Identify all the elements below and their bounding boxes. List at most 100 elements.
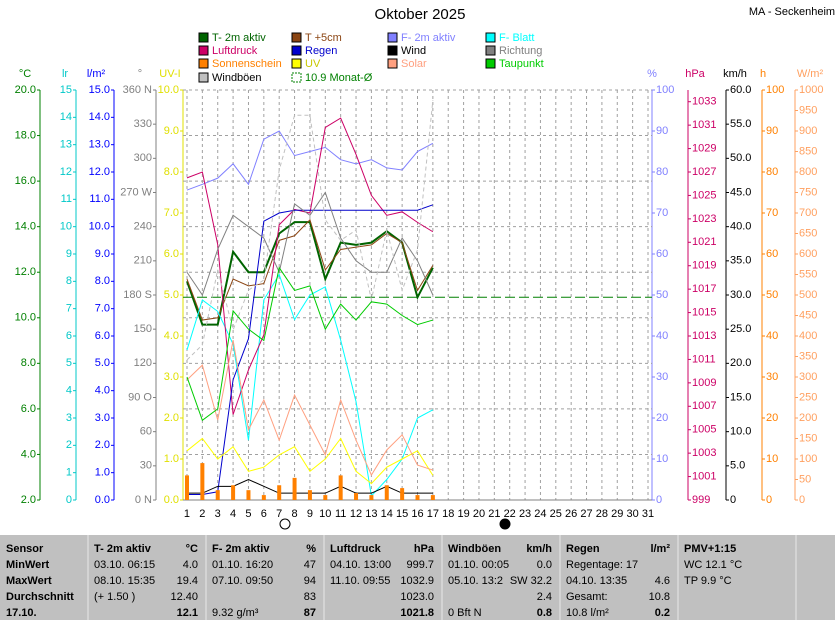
x-tick-label: 18 [442,508,454,520]
y-tick-label: 120 [134,357,152,369]
y-tick-label: 10.0 [89,221,110,233]
y-tick-label: 20.0 [15,84,36,96]
y-tick-label: 5.0 [95,357,110,369]
table-cell: 0.0 [537,559,552,571]
y-tick-label: 1023 [692,213,716,225]
y-tick-label: 1.0 [164,453,179,465]
y-tick-label: 210 [134,255,152,267]
table-cell: 2.4 [537,591,552,603]
table-cell: TP 9.9 °C [684,575,732,587]
table-cell: 47 [304,559,316,571]
y-tick-label: 50 [799,473,811,485]
table-cell: 19.4 [177,575,198,587]
table-cell: MaxWert [6,575,52,587]
y-tick-label: 20.0 [730,357,751,369]
y-tick-label: 250 [799,391,817,403]
table-cell: T- 2m aktiv [94,543,152,555]
y-tick-label: 10.0 [15,312,36,324]
y-tick-label: 80 [656,166,668,178]
x-tick-label: 14 [381,508,393,520]
legend-swatch [198,45,209,56]
y-tick-label: 70 [766,207,778,219]
y-tick-label: 40 [656,330,668,342]
y-tick-label: 400 [799,330,817,342]
y-tick-label: 450 [799,309,817,321]
x-tick-label: 20 [473,508,485,520]
y-tick-label: 15.0 [89,84,110,96]
x-tick-label: 21 [488,508,500,520]
axis-title: UV-I [159,68,180,80]
table-cell: 12.40 [170,591,198,603]
bar [215,490,220,500]
legend-swatch [291,72,302,83]
bar [323,495,328,500]
x-tick-label: 10 [319,508,331,520]
y-tick-label: 50.0 [730,152,751,164]
x-tick-label: 2 [199,508,205,520]
y-tick-label: 1021 [692,236,716,248]
table-cell: 04.10. 13:35 [566,575,627,587]
legend-label: Wind [401,45,426,57]
y-tick-label: 1 [66,467,72,479]
legend-label: T +5cm [305,32,342,44]
y-tick-label: 360 N [123,84,152,96]
table-cell: 1021.8 [400,607,434,619]
x-tick-label: 1 [184,508,190,520]
table-cell: 0.2 [655,607,670,619]
x-tick-label: 12 [350,508,362,520]
y-tick-label: 14.0 [89,111,110,123]
table-cell: 01.10. 16:20 [212,559,273,571]
y-tick-label: 6 [66,330,72,342]
y-tick-label: 300 [799,371,817,383]
y-tick-label: 800 [799,166,817,178]
y-tick-label: 4.0 [21,448,36,460]
bar [246,490,251,500]
y-tick-label: 35.0 [730,255,751,267]
table-cell: 12.1 [177,607,198,619]
y-tick-label: 1003 [692,447,716,459]
series-line [186,130,434,191]
axis-title: l/m² [87,68,106,80]
table-cell: 17.10. [6,607,37,619]
bar [400,488,405,500]
y-tick-label: 999 [692,494,710,506]
legend-label: Solar [401,58,427,70]
y-tick-label: 10.0 [730,426,751,438]
table-cell: (+ 1.50 ) [94,591,135,603]
legend-label: UV [305,58,321,70]
y-tick-label: 1017 [692,283,716,295]
table-cell: km/h [526,543,552,555]
legend-label: F- Blatt [499,32,534,44]
y-tick-label: 90 [766,125,778,137]
x-tick-label: 15 [396,508,408,520]
bar [384,485,389,500]
y-tick-label: 2.0 [164,412,179,424]
y-tick-label: 950 [799,104,817,116]
y-tick-label: 12.0 [15,266,36,278]
table-cell: 04.10. 13:00 [330,559,391,571]
legend-swatch [198,58,209,69]
series-line [186,221,434,326]
axis-title: h [760,68,766,80]
table-cell: 10.8 [649,591,670,603]
y-tick-label: 1009 [692,377,716,389]
y-tick-label: 60 [766,248,778,260]
table-cell: Sensor [6,543,44,555]
y-tick-label: 0 [730,494,736,506]
y-tick-label: 180 S [123,289,152,301]
series-line [186,437,434,485]
bar [307,490,312,500]
y-tick-label: 15.0 [730,391,751,403]
y-tick-label: 0.0 [95,494,110,506]
y-tick-label: 45.0 [730,186,751,198]
y-tick-label: 30 [766,371,778,383]
table-cell: Luftdruck [330,543,382,555]
x-tick-label: 31 [642,508,654,520]
legend-label: Regen [305,45,337,57]
y-tick-label: 13 [60,139,72,151]
y-tick-label: 1007 [692,400,716,412]
y-tick-label: 5.0 [730,460,745,472]
table-cell: 01.10. 00:05 [448,559,509,571]
y-tick-label: 16.0 [15,175,36,187]
y-tick-label: 30.0 [730,289,751,301]
